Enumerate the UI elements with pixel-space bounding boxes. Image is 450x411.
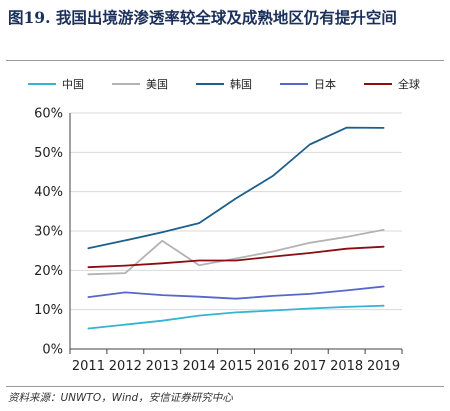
x-tick-label: 2017 [293,359,326,374]
plot-area [87,126,385,330]
series-line-3 [87,126,385,250]
y-tick-label: 20% [34,264,63,279]
legend-label: 日本 [314,77,336,91]
source-divider [6,386,444,387]
series-line-5 [87,245,385,269]
y-tick-label: 10% [34,303,63,318]
legend-label: 中国 [62,78,84,91]
line-chart: 中国 美国 韩国 日本 全球 0% 10% 20% 30% 40% 50% 60% 2011 2012… [28,77,420,374]
x-axis: 2011 2012 2013 2014 2015 2016 2017 2018 2019 [69,348,403,374]
x-tick-label: 2012 [109,359,142,374]
y-tick-label: 50% [34,146,63,161]
y-tick-label: 40% [34,185,63,200]
x-tick-label: 2014 [183,359,216,374]
x-tick-label: 2019 [367,359,400,374]
series-line-2 [87,228,385,276]
legend-label: 韩国 [230,77,252,91]
x-tick-label: 2016 [256,359,289,374]
y-tick-label: 0% [42,343,63,358]
grid-lines [70,112,402,311]
legend: 中国 美国 韩国 日本 全球 [28,77,420,91]
y-tick-label: 30% [34,225,63,240]
chart-title: 图19. 我国出境游渗透率较全球及成熟地区仍有提升空间 [8,8,397,27]
x-tick-label: 2015 [219,359,252,374]
y-tick-label: 60% [34,107,63,122]
legend-label: 全球 [398,77,420,91]
source-note: 资料来源：UNWTO，Wind，安信证券研究中心 [8,392,233,404]
series-line-1 [87,304,385,330]
x-tick-label: 2011 [72,359,105,374]
legend-label: 美国 [146,78,168,91]
x-tick-label: 2013 [146,359,179,374]
y-axis: 0% 10% 20% 30% 40% 50% 60% [34,107,71,358]
x-tick-label: 2018 [330,359,363,374]
series-line-4 [87,285,385,300]
title-divider [6,60,444,61]
